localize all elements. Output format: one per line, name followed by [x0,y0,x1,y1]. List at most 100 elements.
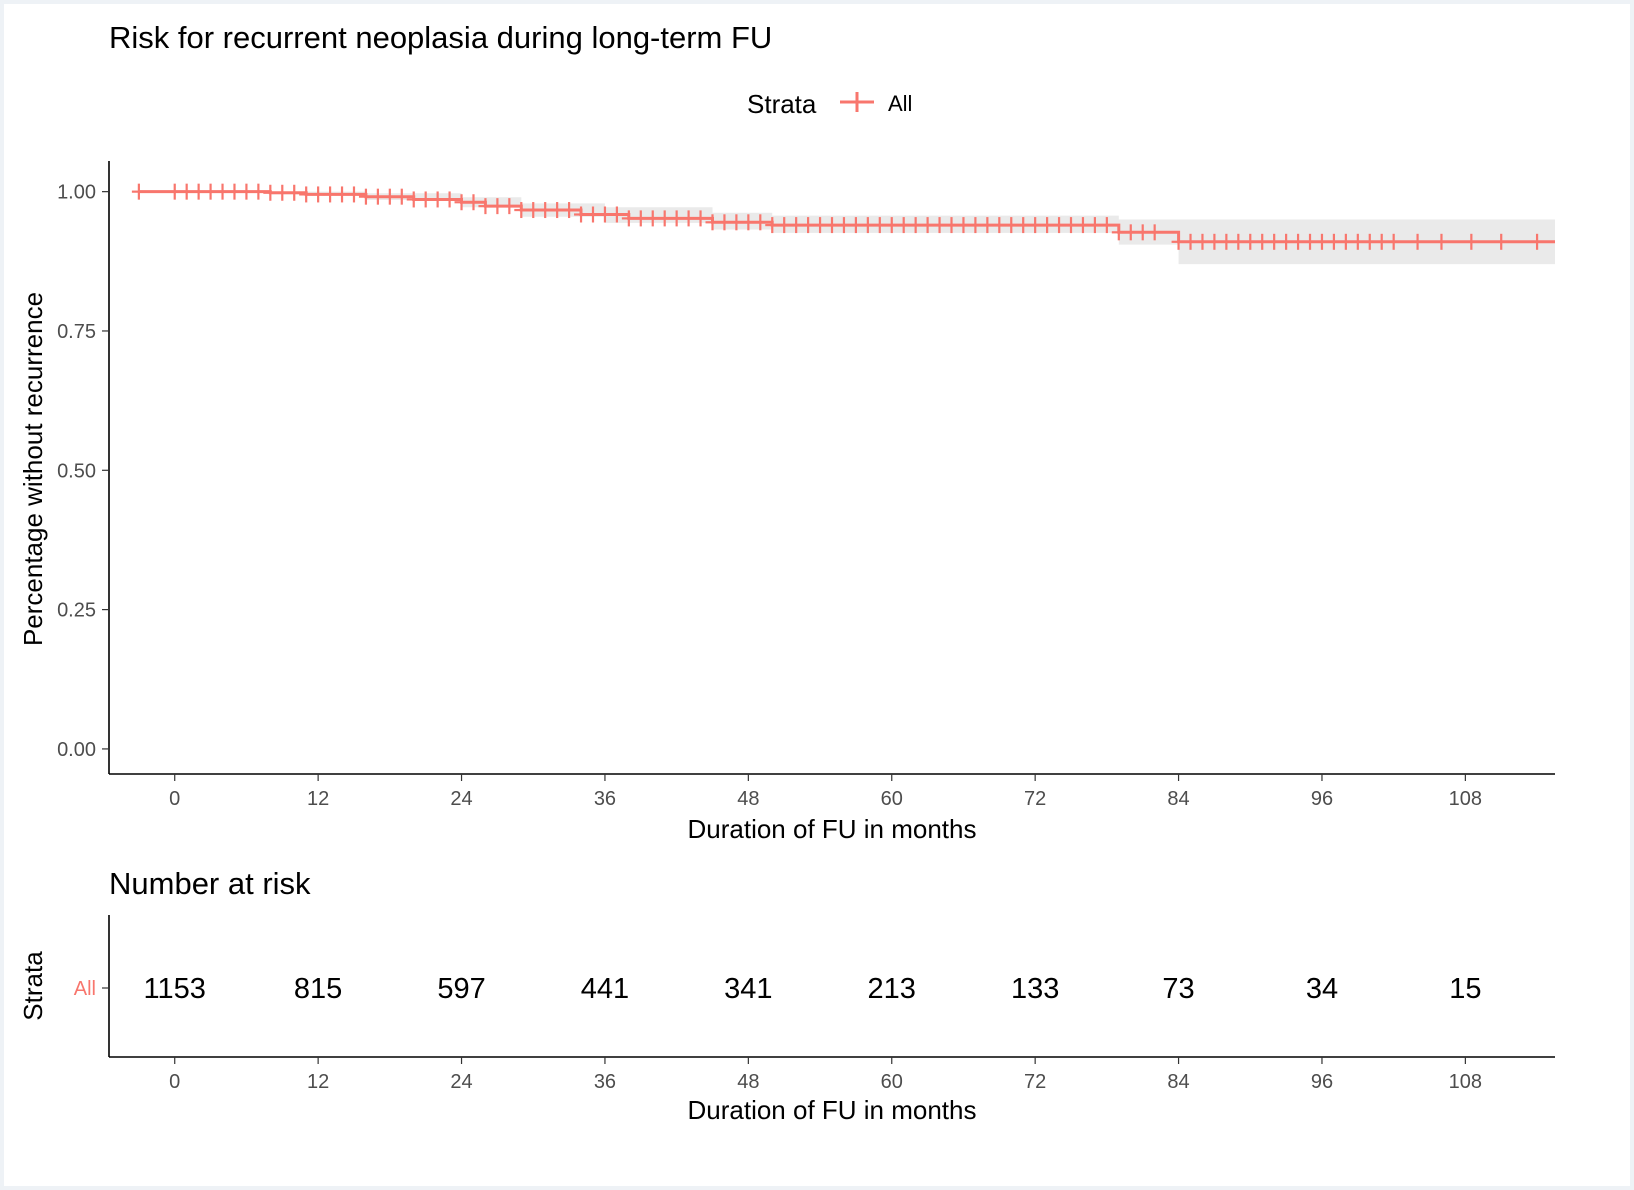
censor-mark [1135,224,1150,241]
censor-mark [502,198,517,215]
x-tick-label: 60 [881,788,903,810]
censor-mark [621,210,636,227]
censor-mark [550,202,565,219]
censor-mark [394,188,409,205]
censor-mark [1279,233,1294,250]
censor-mark [574,206,589,223]
censor-mark [406,191,421,208]
risk-values: 1153 815 597 441 341 213 133 73 34 15 [144,973,1482,1005]
censor-mark [1326,233,1341,250]
censor-mark [203,183,218,200]
censor-mark [1183,233,1198,250]
censor-mark [1291,233,1306,250]
censor-mark [992,217,1007,234]
censor-mark [908,217,923,234]
y-tick-label: 0.25 [57,600,96,622]
x-tick-label: 48 [737,1071,759,1093]
censor-mark [454,194,469,211]
censor-mark [1087,217,1102,234]
censor-mark [729,214,744,231]
x-tick-label: 72 [1024,1071,1046,1093]
censor-mark [920,217,935,234]
censor-mark [478,198,493,215]
censor-mark [968,217,983,234]
censor-mark [705,214,720,231]
censor-mark [323,186,338,203]
censor-mark [1410,233,1425,250]
censor-mark [430,191,445,208]
risk-table-axes [102,915,1555,1058]
censor-mark [287,184,302,201]
censor-mark [872,217,887,234]
x-tick-label: 36 [594,1071,616,1093]
censor-mark [1219,233,1234,250]
censor-mark [693,210,708,227]
censor-mark [777,217,792,234]
censor-mark [311,186,326,203]
risk-value: 34 [1306,973,1338,1005]
censor-mark [1362,233,1377,250]
censor-mark [1255,233,1270,250]
censor-mark [1464,233,1479,250]
censor-mark [526,202,541,219]
censor-mark [1374,233,1389,250]
censor-mark [1028,217,1043,234]
x-tick-label: 24 [450,1071,472,1093]
censor-mark [813,217,828,234]
censor-mark [358,188,373,205]
censor-mark [1004,217,1019,234]
censor-mark [131,183,146,200]
censor-mark [944,217,959,234]
censor-mark [585,206,600,223]
censor-mark [1434,233,1449,250]
censor-mark [1338,233,1353,250]
risk-value: 441 [581,973,629,1005]
censor-mark [1243,233,1258,250]
x-tick-label: 96 [1311,1071,1333,1093]
censor-mark [466,194,481,211]
x-ticks: 0 12 24 36 48 60 72 84 96 108 [169,774,1482,810]
censor-mark [562,202,577,219]
risk-value: 341 [724,973,772,1005]
censor-mark [346,186,361,203]
censor-mark [1171,233,1186,250]
risk-value: 73 [1162,973,1194,1005]
censor-mark [1386,233,1401,250]
risk-value: 15 [1449,973,1481,1005]
x-tick-label: 84 [1167,1071,1189,1093]
censor-mark [717,214,732,231]
censor-mark [1267,233,1282,250]
x-tick-label: 36 [594,788,616,810]
censor-mark [1195,233,1210,250]
ci-band [138,191,1555,265]
risk-value: 1153 [144,973,206,1005]
km-chart: Risk for recurrent neoplasia during long… [18,20,1555,1125]
censor-mark [239,183,254,200]
censor-mark [275,184,290,201]
censor-mark [1530,233,1545,250]
censor-mark [1207,233,1222,250]
top-axes [108,161,1555,775]
censor-mark [167,183,182,200]
censor-mark [382,188,397,205]
censor-mark [370,188,385,205]
censor-mark [1123,224,1138,241]
x-tick-label: 72 [1024,788,1046,810]
confidence-band [138,191,1555,265]
censor-mark [765,217,780,234]
risk-y-axis-title: Strata [18,951,48,1021]
censor-mark [335,186,350,203]
censor-mark [825,217,839,234]
y-tick-label: 1.00 [57,182,96,204]
legend-key-all [840,92,874,112]
censor-mark [1075,217,1090,234]
x-tick-label: 24 [450,788,472,810]
y-ticks: 0.00 0.25 0.50 0.75 1.00 [57,182,109,761]
censor-mark [299,186,314,203]
censor-mark [848,217,863,234]
censor-mark [669,210,684,227]
censor-mark [884,217,899,234]
censor-mark [538,202,553,219]
x-tick-label: 60 [881,1071,903,1093]
censor-mark [179,183,194,200]
